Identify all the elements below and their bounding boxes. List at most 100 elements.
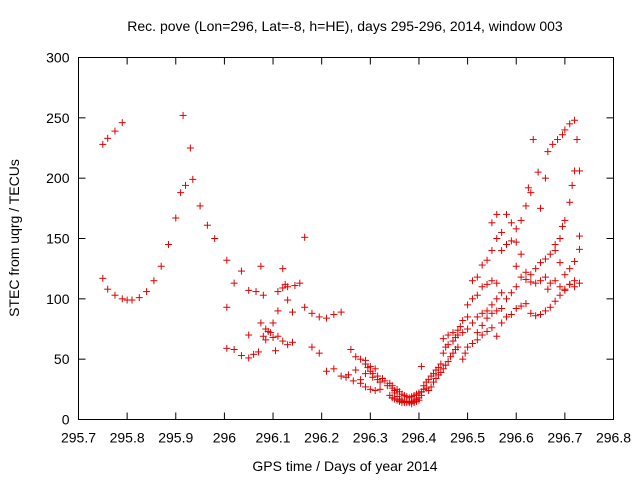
data-point	[561, 216, 569, 224]
data-point	[383, 382, 391, 390]
data-point	[517, 302, 525, 310]
y-axis-label: STEC from uqrg / TECUs	[6, 159, 22, 317]
data-point	[561, 126, 569, 134]
data-point	[493, 235, 501, 242]
data-point	[507, 311, 515, 319]
y-tick-label: 100	[46, 291, 70, 307]
data-point	[464, 301, 472, 309]
data-point	[128, 296, 136, 304]
data-point	[454, 343, 462, 351]
data-point	[541, 273, 549, 281]
data-point	[203, 221, 211, 229]
data-point	[301, 233, 309, 241]
data-point	[575, 232, 583, 240]
data-point	[493, 307, 501, 315]
data-point	[517, 273, 525, 281]
data-point	[483, 314, 491, 322]
data-point	[541, 174, 549, 182]
data-point	[527, 278, 535, 286]
data-point	[488, 247, 496, 255]
data-point	[279, 284, 287, 292]
data-point	[245, 286, 253, 294]
data-point	[259, 332, 267, 340]
data-point	[284, 341, 292, 349]
data-point	[522, 276, 530, 284]
data-point	[571, 283, 579, 291]
data-point	[269, 333, 277, 341]
data-point	[493, 332, 501, 340]
data-point	[442, 361, 450, 369]
data-point	[546, 250, 554, 258]
data-point	[308, 309, 316, 317]
data-point	[566, 265, 574, 273]
data-point	[337, 372, 345, 380]
data-point	[323, 367, 331, 375]
data-point	[568, 181, 576, 189]
data-point	[439, 335, 447, 343]
data-point	[447, 353, 455, 361]
data-point	[361, 383, 369, 391]
data-point	[357, 355, 365, 363]
data-point	[541, 255, 549, 263]
data-point	[493, 295, 501, 303]
data-point	[223, 256, 231, 264]
data-point	[473, 329, 481, 337]
data-point	[279, 337, 287, 345]
data-point	[478, 283, 486, 291]
x-tick-label: 296.4	[401, 430, 436, 446]
data-point	[503, 241, 510, 249]
data-point	[488, 301, 496, 309]
data-point	[223, 303, 231, 311]
data-point	[257, 262, 265, 270]
data-point	[289, 338, 296, 346]
data-point	[556, 291, 564, 299]
data-point	[444, 358, 452, 366]
data-point	[566, 280, 574, 288]
data-point	[571, 277, 579, 285]
data-point	[245, 354, 253, 362]
data-point	[347, 346, 355, 354]
data-point	[566, 198, 574, 206]
x-tick-label: 296.6	[499, 430, 534, 446]
y-tick-label: 150	[46, 231, 70, 247]
data-point	[196, 202, 204, 210]
data-point	[391, 389, 399, 397]
data-point	[437, 368, 445, 376]
data-point	[478, 321, 486, 329]
data-point	[237, 352, 245, 360]
data-point	[179, 111, 187, 119]
data-point	[483, 280, 491, 288]
data-point	[111, 127, 119, 135]
data-point	[571, 116, 579, 124]
data-point	[315, 313, 323, 321]
data-point	[376, 385, 384, 393]
data-point	[262, 336, 270, 344]
data-point	[437, 360, 445, 368]
data-point	[330, 311, 338, 319]
y-tick-label: 0	[62, 412, 70, 428]
data-point	[544, 285, 552, 293]
plot-frame	[78, 57, 614, 420]
data-point	[444, 331, 452, 339]
data-point	[512, 238, 520, 246]
data-point	[498, 304, 506, 312]
data-point	[571, 257, 579, 265]
data-point	[473, 291, 481, 299]
data-point	[558, 222, 566, 230]
data-point	[430, 378, 438, 386]
data-point	[274, 332, 282, 340]
data-point	[527, 271, 535, 279]
data-point	[483, 256, 491, 264]
data-point	[556, 235, 564, 242]
data-point	[561, 271, 569, 279]
data-point	[135, 294, 143, 302]
data-point	[369, 373, 377, 381]
data-point	[507, 289, 515, 297]
data-point	[415, 396, 423, 404]
y-tick-label: 300	[46, 50, 70, 66]
data-point	[544, 148, 552, 156]
data-point	[150, 277, 158, 285]
data-point	[337, 308, 345, 316]
data-point	[430, 370, 438, 378]
